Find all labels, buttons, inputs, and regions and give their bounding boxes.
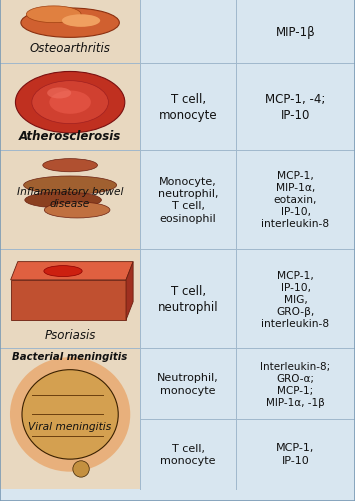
Bar: [0, 249, 140, 349]
Text: Interleukin-8;
GRO-α;
MCP-1;
MIP-1α, -1β: Interleukin-8; GRO-α; MCP-1; MIP-1α, -1β: [261, 361, 331, 407]
Polygon shape: [11, 280, 126, 320]
Bar: [0, 349, 140, 489]
Bar: [0, 64, 140, 150]
Text: Psoriasis: Psoriasis: [44, 328, 96, 341]
Text: MCP-1,
MIP-1α,
eotaxin,
IP-10,
interleukin-8: MCP-1, MIP-1α, eotaxin, IP-10, interleuk…: [262, 171, 329, 229]
Text: Osteoarthritis: Osteoarthritis: [30, 42, 110, 55]
Text: Monocyte,
neutrophil,
T cell,
eosinophil: Monocyte, neutrophil, T cell, eosinophil: [158, 176, 218, 223]
Ellipse shape: [44, 202, 110, 218]
Text: MCP-1,
IP-10: MCP-1, IP-10: [276, 442, 315, 465]
Bar: [0, 150, 140, 249]
Ellipse shape: [15, 72, 125, 134]
Ellipse shape: [22, 370, 118, 459]
Polygon shape: [126, 262, 133, 320]
Ellipse shape: [26, 7, 81, 24]
Ellipse shape: [10, 357, 130, 472]
Text: MCP-1,
IP-10,
MIG,
GRO-β,
interleukin-8: MCP-1, IP-10, MIG, GRO-β, interleukin-8: [262, 270, 329, 328]
Ellipse shape: [47, 88, 71, 99]
Text: Bacterial meningitis: Bacterial meningitis: [12, 351, 128, 361]
Text: Atherosclerosis: Atherosclerosis: [19, 130, 121, 143]
Text: T cell,
neutrophil: T cell, neutrophil: [158, 285, 218, 314]
Ellipse shape: [49, 91, 91, 115]
Text: Neutrophil,
monocyte: Neutrophil, monocyte: [157, 373, 219, 395]
Text: Viral meningitis: Viral meningitis: [28, 421, 112, 431]
Bar: [0, 0, 140, 64]
Text: T cell,
monocyte: T cell, monocyte: [159, 93, 218, 122]
Ellipse shape: [25, 192, 102, 208]
Ellipse shape: [73, 461, 89, 477]
Ellipse shape: [24, 177, 116, 195]
Ellipse shape: [43, 159, 98, 172]
Ellipse shape: [62, 15, 100, 28]
Ellipse shape: [44, 266, 82, 277]
Ellipse shape: [21, 9, 119, 38]
Text: Inflammatory bowel
disease: Inflammatory bowel disease: [17, 186, 124, 208]
Text: MIP-1β: MIP-1β: [276, 26, 315, 39]
Ellipse shape: [32, 82, 108, 124]
Polygon shape: [11, 262, 133, 280]
Text: MCP-1, -4;
IP-10: MCP-1, -4; IP-10: [265, 93, 326, 122]
Text: T cell,
monocyte: T cell, monocyte: [160, 443, 216, 465]
